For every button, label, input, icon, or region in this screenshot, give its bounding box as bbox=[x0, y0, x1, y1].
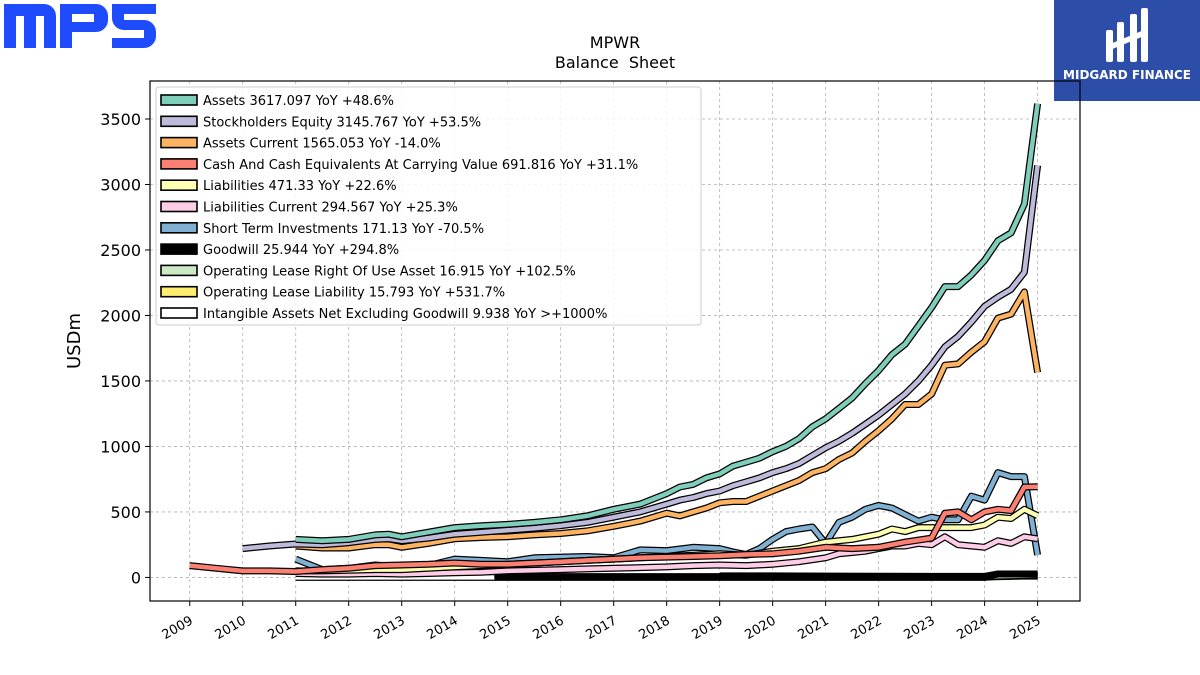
x-tick-label-1: 2010 bbox=[213, 613, 249, 643]
series-1 bbox=[242, 164, 1042, 553]
x-tick-label-10: 2019 bbox=[689, 613, 725, 643]
series-5 bbox=[295, 533, 1039, 578]
y-tick-label-3: 1500 bbox=[100, 372, 141, 391]
midgard-finance-logo: MIDGARD FINANCE bbox=[1054, 0, 1200, 101]
series-3 bbox=[189, 483, 1038, 575]
x-tick-label-13: 2022 bbox=[848, 613, 884, 643]
series-line-2 bbox=[295, 289, 1040, 551]
y-axis-ticks: 0 500 1000 1500 2000 2500 3000 3500 bbox=[100, 110, 150, 587]
x-tick-label-14: 2023 bbox=[901, 613, 937, 643]
y-tick-label-0: 0 bbox=[131, 568, 141, 587]
mps-logo bbox=[4, 4, 156, 48]
midgard-emblem-icon bbox=[1106, 8, 1148, 62]
y-tick-label-2: 1000 bbox=[100, 437, 141, 456]
x-tick-label-16: 2025 bbox=[1007, 613, 1043, 643]
legend-label-5: Liabilities Current 294.567 YoY +25.3% bbox=[203, 201, 458, 216]
series-line-5 bbox=[295, 534, 1038, 577]
chart-title: MPWR bbox=[590, 33, 640, 52]
series-layer bbox=[189, 103, 1042, 581]
legend-box bbox=[155, 86, 702, 326]
legend-label-6: Short Term Investments 171.13 YoY -70.5% bbox=[203, 222, 484, 237]
series-2 bbox=[295, 288, 1042, 552]
y-axis-label: USDm bbox=[64, 313, 85, 369]
series-6 bbox=[294, 469, 1042, 574]
x-tick-label-0: 2009 bbox=[160, 613, 196, 643]
series-line-3 bbox=[189, 484, 1038, 574]
y-tick-label-5: 2500 bbox=[100, 241, 141, 260]
legend: Assets 3617.097 YoY +48.6% Stockholders E… bbox=[155, 86, 702, 326]
series-7 bbox=[494, 570, 1038, 581]
series-line-1 bbox=[242, 165, 1040, 551]
legend-swatch-5 bbox=[160, 200, 198, 213]
y-tick-label-6: 3000 bbox=[100, 175, 141, 194]
series-line-0 bbox=[295, 103, 1040, 543]
y-tick-label-4: 2000 bbox=[100, 306, 141, 325]
legend-label-0: Assets 3617.097 YoY +48.6% bbox=[203, 94, 394, 109]
legend-label-3: Cash And Cash Equivalents At Carrying Va… bbox=[203, 158, 638, 173]
legend-swatch-6 bbox=[160, 222, 198, 234]
midgard-brand-text: MIDGARD FINANCE bbox=[1063, 68, 1191, 82]
x-tick-label-12: 2021 bbox=[795, 613, 831, 643]
series-0 bbox=[295, 103, 1042, 545]
x-tick-label-11: 2020 bbox=[742, 613, 778, 643]
legend-swatch-1 bbox=[160, 115, 198, 128]
chart-subtitle: Balance Sheet bbox=[555, 53, 675, 72]
legend-label-1: Stockholders Equity 3145.767 YoY +53.5% bbox=[203, 115, 481, 130]
x-tick-label-4: 2013 bbox=[372, 613, 408, 643]
legend-label-9: Operating Lease Liability 15.793 YoY +53… bbox=[203, 286, 505, 301]
x-tick-label-6: 2015 bbox=[478, 613, 514, 643]
x-tick-label-15: 2024 bbox=[954, 613, 990, 643]
y-tick-label-1: 500 bbox=[110, 503, 141, 522]
y-tick-label-7: 3500 bbox=[100, 110, 141, 129]
legend-label-10: Intangible Assets Net Excluding Goodwill… bbox=[203, 307, 607, 322]
legend-label-7: Goodwill 25.944 YoY +294.8% bbox=[203, 243, 399, 258]
legend-label-4: Liabilities 471.33 YoY +22.6% bbox=[203, 179, 397, 194]
legend-swatch-0 bbox=[160, 94, 198, 106]
legend-swatch-9 bbox=[160, 285, 198, 298]
x-tick-label-3: 2012 bbox=[319, 613, 355, 643]
x-tick-label-2: 2011 bbox=[266, 613, 302, 643]
legend-swatch-2 bbox=[160, 136, 198, 149]
legend-swatch-10 bbox=[160, 307, 198, 319]
series-line-6 bbox=[294, 470, 1040, 572]
legend-label-2: Assets Current 1565.053 YoY -14.0% bbox=[203, 137, 441, 152]
x-tick-label-5: 2014 bbox=[425, 613, 461, 643]
x-tick-label-9: 2018 bbox=[637, 613, 673, 643]
legend-swatch-3 bbox=[160, 158, 198, 170]
x-tick-label-7: 2016 bbox=[531, 613, 567, 643]
legend-swatch-8 bbox=[160, 264, 198, 277]
legend-swatch-4 bbox=[160, 179, 198, 191]
series-line-7 bbox=[494, 571, 1038, 580]
plot-frame bbox=[149, 80, 1081, 602]
legend-swatch-7 bbox=[160, 243, 198, 255]
legend-label-8: Operating Lease Right Of Use Asset 16.91… bbox=[203, 264, 576, 279]
x-tick-label-8: 2017 bbox=[584, 613, 620, 643]
x-axis-ticks: 2009 2010 2011 2012 2013 2014 2015 2016 2017 2018… bbox=[160, 601, 1044, 643]
